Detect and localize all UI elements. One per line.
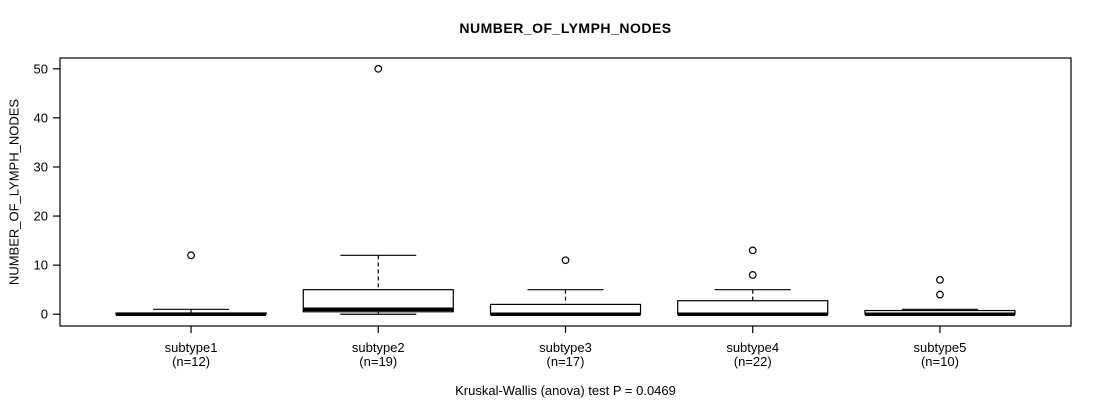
x-n-label: (n=10) (921, 354, 959, 369)
outlier-point (561, 256, 570, 265)
x-category-label: subtype2 (352, 340, 405, 355)
x-category-label: subtype5 (914, 340, 967, 355)
stat-test-caption: Kruskal-Wallis (anova) test P = 0.0469 (455, 383, 676, 398)
y-tick-label: 50 (34, 61, 48, 76)
x-category-label: subtype3 (539, 340, 592, 355)
y-tick-label: 10 (34, 258, 48, 273)
outlier-point (936, 275, 944, 284)
y-tick-label: 20 (34, 209, 48, 224)
chart-title: NUMBER_OF_LYMPH_NODES (459, 20, 672, 36)
box-iqr (302, 289, 454, 313)
x-category-label: subtype1 (165, 340, 218, 355)
x-n-label: (n=19) (359, 354, 397, 369)
outlier-point (374, 64, 383, 73)
y-tick-label: 40 (34, 110, 48, 125)
outlier-point (936, 290, 944, 299)
y-tick-label: 30 (34, 159, 48, 174)
outlier-point (187, 251, 195, 260)
x-n-label: (n=12) (172, 354, 210, 369)
outlier-point (748, 271, 757, 279)
x-n-label: (n=17) (547, 354, 585, 369)
box-iqr (677, 300, 829, 315)
y-tick-label: 0 (41, 307, 48, 322)
x-n-label: (n=22) (734, 354, 772, 369)
x-category-label: subtype4 (726, 340, 779, 355)
outlier-point (748, 246, 757, 255)
plot-frame (59, 57, 1072, 327)
